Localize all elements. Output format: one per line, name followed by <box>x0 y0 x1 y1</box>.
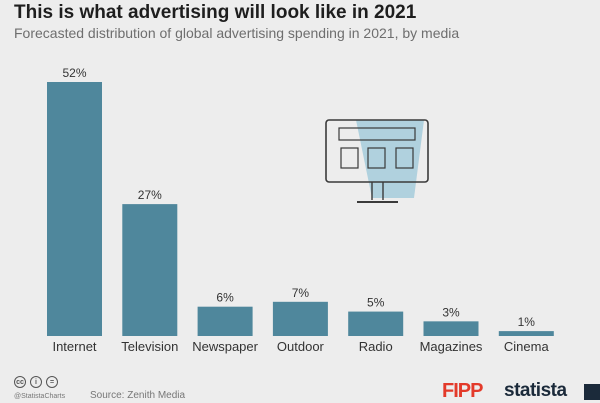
social-handle: @StatistaCharts <box>14 393 66 400</box>
person-icon: i <box>30 376 42 388</box>
value-label-outdoor: 7% <box>292 286 310 300</box>
value-label-newspaper: 6% <box>216 291 234 305</box>
bar-newspaper <box>197 306 253 336</box>
cc-icon: cc <box>14 376 26 388</box>
category-label-radio: Radio <box>359 339 393 354</box>
value-label-cinema: 1% <box>518 315 536 329</box>
category-label-cinema: Cinema <box>504 339 550 354</box>
category-label-television: Television <box>121 339 178 354</box>
value-label-magazines: 3% <box>442 305 460 319</box>
bar-outdoor <box>272 301 328 336</box>
category-label-magazines: Magazines <box>420 339 483 354</box>
chart-title: This is what advertising will look like … <box>14 2 417 23</box>
bar-internet <box>47 82 102 336</box>
statista-mark-icon <box>584 384 600 400</box>
bar-magazines <box>423 321 479 336</box>
equals-icon: = <box>46 376 58 388</box>
bar-chart: 52% Internet 27% Television 6% Newspaper 7% Out… <box>47 66 554 354</box>
category-label-newspaper: Newspaper <box>192 339 258 354</box>
footer: cc i = @StatistaCharts Source: Zenith Me… <box>14 374 600 402</box>
value-label-internet: 52% <box>62 66 86 80</box>
bar-cinema <box>498 331 554 336</box>
value-label-television: 27% <box>138 188 162 202</box>
category-label-outdoor: Outdoor <box>277 339 325 354</box>
category-label-internet: Internet <box>52 339 96 354</box>
source-note: Source: Zenith Media <box>90 390 186 401</box>
bar-radio <box>348 311 404 336</box>
license-icons: cc i = <box>14 376 58 388</box>
fipp-logo: FIPP <box>442 380 483 402</box>
monitor-illustration-icon <box>325 119 429 203</box>
statista-logo: statista <box>504 380 567 401</box>
bars-layer: 52% Internet 27% Television 6% Newspaper 7% Out… <box>47 66 554 354</box>
chart-subtitle: Forecasted distribution of global advert… <box>14 25 460 41</box>
bar-television <box>122 204 178 336</box>
value-label-radio: 5% <box>367 296 385 310</box>
